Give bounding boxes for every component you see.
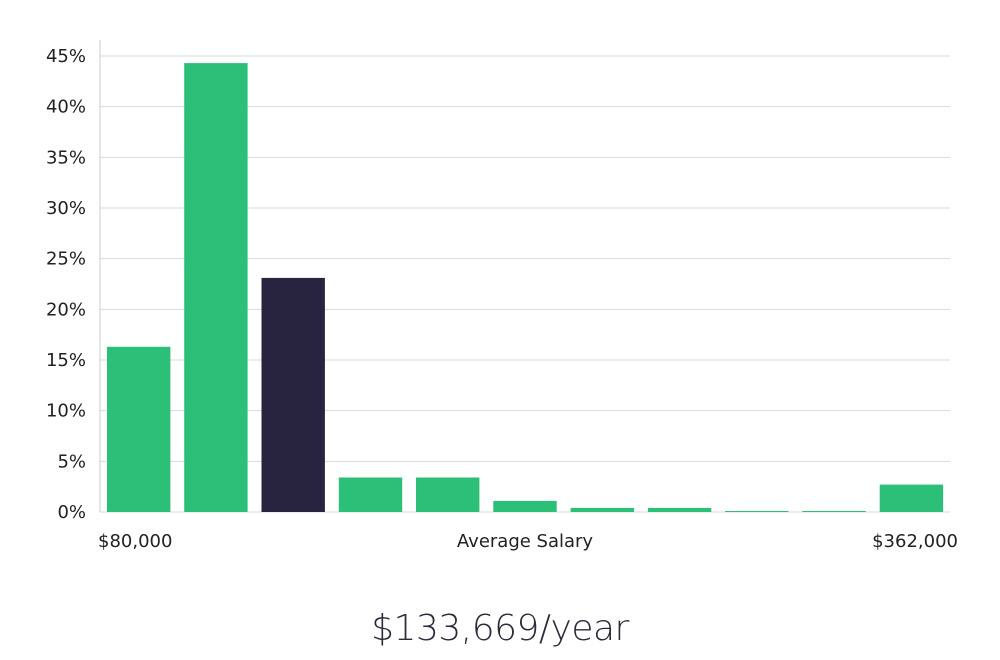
- bar: [647, 507, 712, 512]
- y-tick-label: 5%: [57, 451, 86, 472]
- average-salary-value: $133,669/year: [371, 608, 629, 649]
- histogram-chart: 0% 5% 10% 15% 20% 25% 30% 35% 40% 45% $80,000 Ave…: [46, 40, 958, 552]
- bar: [570, 507, 634, 512]
- bar: [184, 63, 248, 512]
- bar: [416, 477, 480, 512]
- bar: [338, 477, 403, 512]
- bar: [725, 511, 789, 512]
- y-tick-label: 15%: [46, 350, 86, 371]
- y-tick-label: 30%: [46, 198, 86, 219]
- y-tick-label: 0%: [57, 502, 86, 523]
- bar: [107, 346, 171, 512]
- y-tick-label: 20%: [46, 299, 86, 320]
- y-tick-label: 45%: [46, 46, 86, 67]
- y-tick-label: 25%: [46, 249, 86, 270]
- x-min-label: $80,000: [98, 531, 172, 552]
- y-tick-label: 40%: [46, 97, 86, 118]
- y-tick-label: 35%: [46, 147, 86, 168]
- bar-highlighted: [261, 277, 325, 512]
- bar: [879, 484, 944, 512]
- y-axis-tick-labels: 0% 5% 10% 15% 20% 25% 30% 35% 40% 45%: [46, 46, 86, 523]
- bar: [802, 511, 866, 512]
- bars: [107, 63, 944, 512]
- bar: [493, 500, 557, 512]
- x-axis-title: Average Salary: [457, 531, 594, 552]
- x-max-label: $362,000: [872, 531, 958, 552]
- y-tick-label: 10%: [46, 401, 86, 422]
